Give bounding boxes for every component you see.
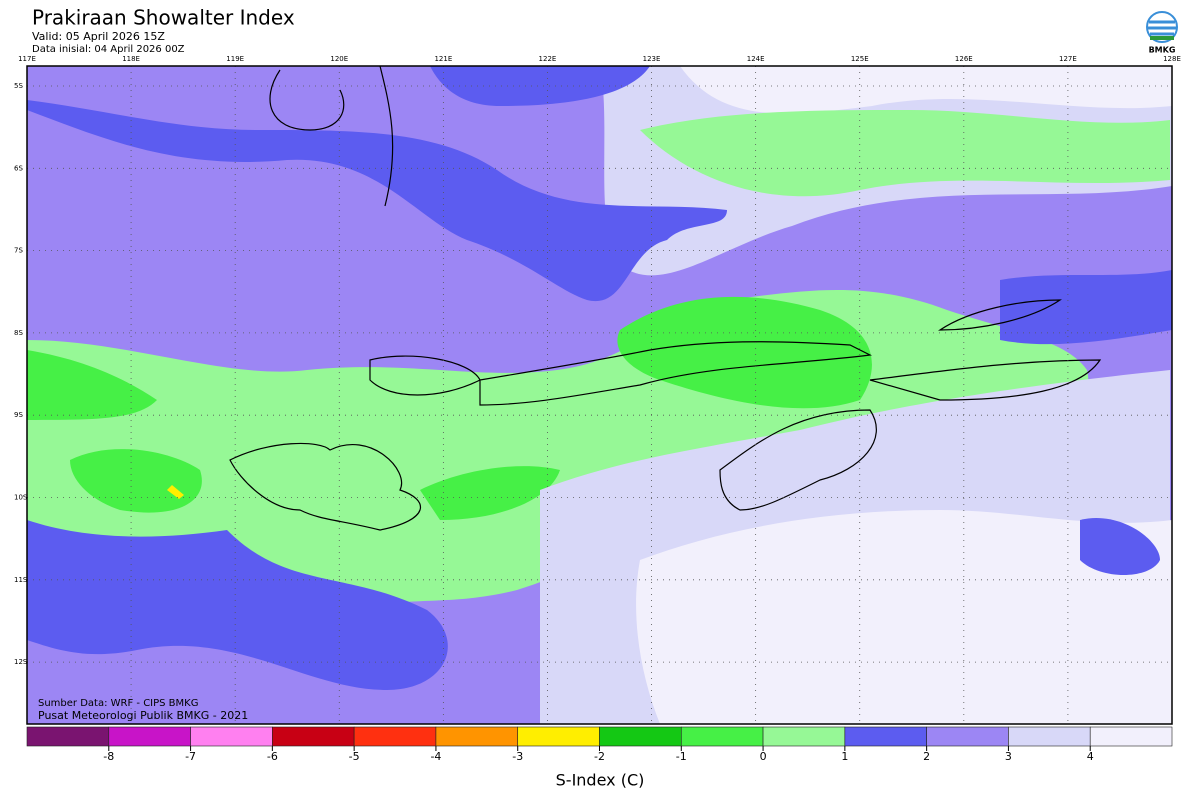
colorbar-swatch — [926, 726, 1009, 747]
lon-label: 128E — [1163, 55, 1181, 63]
map-field — [27, 66, 1172, 724]
colorbar-tick-label: -4 — [430, 750, 441, 763]
credit-source: Sumber Data: WRF - CIPS BMKG — [38, 698, 198, 709]
credit-org: Pusat Meteorologi Publik BMKG - 2021 — [38, 709, 248, 722]
coastlines — [229, 66, 1102, 531]
colorbar-swatch — [844, 726, 927, 747]
colorbar-swatch — [435, 726, 519, 747]
lon-label: 122E — [539, 55, 557, 63]
colorbar-tick-label: 2 — [923, 750, 930, 763]
colorbar-tick-label: 0 — [760, 750, 767, 763]
lon-label: 119E — [226, 55, 244, 63]
lon-label: 117E — [18, 55, 36, 63]
lat-label: 8S — [14, 329, 23, 337]
colorbar-swatch — [1008, 726, 1091, 747]
colorbar-label: S-Index (C) — [556, 771, 645, 790]
init-time: Data inisial: 04 April 2026 00Z — [32, 44, 185, 55]
colorbar-swatch — [1089, 726, 1173, 747]
lon-label: 124E — [747, 55, 765, 63]
lat-label: 5S — [14, 82, 23, 90]
colorbar-swatch — [26, 726, 110, 747]
lon-label: 127E — [1059, 55, 1077, 63]
map-frame — [26, 65, 1173, 725]
colorbar-tick-label: 1 — [841, 750, 848, 763]
colorbar-swatch — [108, 726, 191, 747]
colorbar-swatch — [272, 726, 355, 747]
colorbar-tick-label: -5 — [349, 750, 360, 763]
valid-time: Valid: 05 April 2026 15Z — [32, 30, 165, 43]
lon-label: 120E — [330, 55, 348, 63]
lon-label: 125E — [851, 55, 869, 63]
lon-label: 126E — [955, 55, 973, 63]
colorbar-tick-label: 3 — [1005, 750, 1012, 763]
colorbar-tick-label: -3 — [512, 750, 523, 763]
colorbar: -8 -7 -6 -5 -4 -3 -2 -1 0 1 2 3 4 — [26, 726, 1173, 763]
lon-label: 121E — [434, 55, 452, 63]
colorbar-swatch — [762, 726, 846, 747]
title: Prakiraan Showalter Index — [32, 6, 295, 30]
colorbar-tick-label: -8 — [103, 750, 114, 763]
colorbar-tick-label: 4 — [1087, 750, 1094, 763]
logo: BMKG — [1146, 11, 1178, 55]
lat-label: 6S — [14, 164, 23, 172]
colorbar-swatch — [517, 726, 600, 747]
lon-label: 118E — [122, 55, 140, 63]
logo-text: BMKG — [1149, 46, 1176, 55]
lat-label: 10S — [14, 494, 28, 502]
colorbar-swatch — [190, 726, 273, 747]
colorbar-tick-label: -6 — [267, 750, 278, 763]
colorbar-swatch — [599, 726, 682, 747]
colorbar-swatch — [680, 726, 764, 747]
colorbar-tick-label: -1 — [676, 750, 687, 763]
lon-label: 123E — [643, 55, 661, 63]
lat-label: 12S — [14, 658, 28, 666]
colorbar-tick-label: -2 — [594, 750, 605, 763]
colorbar-swatch — [353, 726, 437, 747]
lat-label: 11S — [14, 576, 28, 584]
lat-label: 9S — [14, 411, 23, 419]
colorbar-tick-label: -7 — [185, 750, 196, 763]
lat-label: 7S — [14, 247, 23, 255]
graticule — [27, 66, 1172, 724]
